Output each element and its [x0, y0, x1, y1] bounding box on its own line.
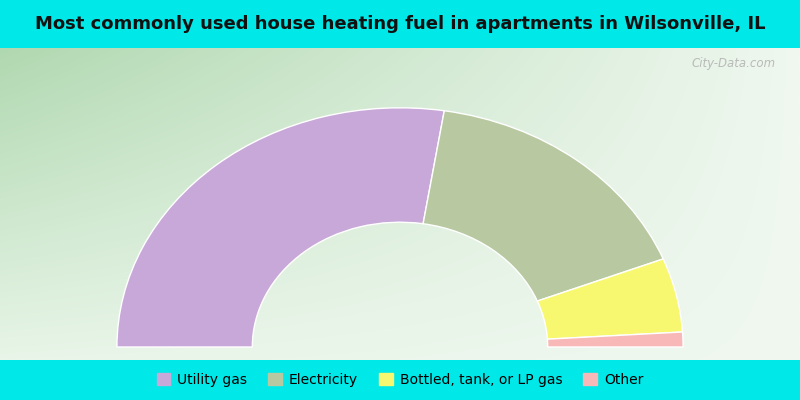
- Legend: Utility gas, Electricity, Bottled, tank, or LP gas, Other: Utility gas, Electricity, Bottled, tank,…: [151, 368, 649, 392]
- Wedge shape: [423, 111, 663, 301]
- Wedge shape: [117, 108, 444, 347]
- Text: Most commonly used house heating fuel in apartments in Wilsonville, IL: Most commonly used house heating fuel in…: [34, 15, 766, 33]
- Wedge shape: [547, 332, 683, 347]
- Text: City-Data.com: City-Data.com: [692, 57, 776, 70]
- Wedge shape: [538, 259, 682, 339]
